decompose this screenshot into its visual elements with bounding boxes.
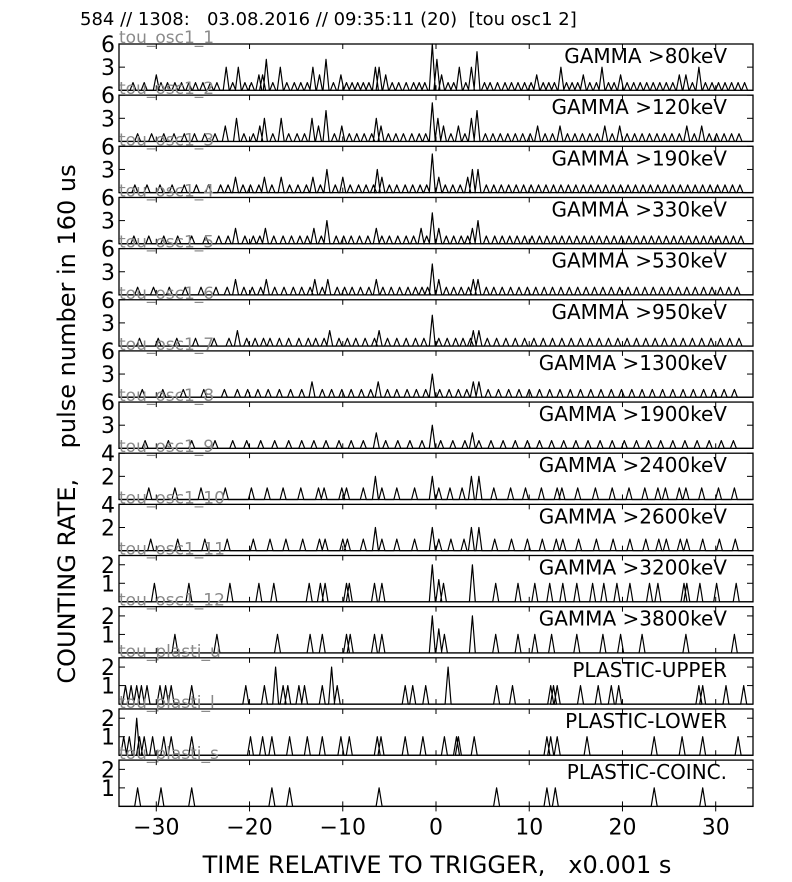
y-tick-label: 1 xyxy=(101,623,115,648)
series-line xyxy=(119,314,753,347)
panel-label: GAMMA >3200keV xyxy=(539,556,728,580)
y-tick-label: 3 xyxy=(101,261,115,286)
panel-label: GAMMA >120keV xyxy=(551,95,727,119)
x-tick-label: 0 xyxy=(429,815,443,840)
series-line xyxy=(119,787,753,807)
y-tick-label: 2 xyxy=(101,605,115,630)
y-tick-label: 2 xyxy=(101,656,115,681)
series-line xyxy=(119,43,753,91)
channel-name: tou_plasti_l xyxy=(119,693,215,713)
y-tick-label: 2 xyxy=(101,554,115,579)
figure-header: 584 // 1308: 03.08.2016 // 09:35:11 (20)… xyxy=(80,9,577,30)
y-tick-label: 2 xyxy=(101,465,115,490)
series-line xyxy=(119,424,753,449)
channel-name: tou_osc1_3 xyxy=(119,130,214,150)
y-tick-label: 3 xyxy=(101,363,115,388)
panel-label: PLASTIC-COINC. xyxy=(567,760,727,784)
y-tick-label: 6 xyxy=(101,238,115,263)
y-tick-label: 4 xyxy=(101,493,115,518)
y-tick-label: 3 xyxy=(101,56,115,81)
series-line xyxy=(119,153,753,194)
panel-label: GAMMA >330keV xyxy=(551,197,727,221)
y-tick-label: 3 xyxy=(101,210,115,235)
panel-label: GAMMA >190keV xyxy=(551,146,727,170)
y-tick-label: 3 xyxy=(101,312,115,337)
y-tick-label: 6 xyxy=(101,340,115,365)
y-tick-label: 3 xyxy=(101,107,115,132)
y-tick-label: 6 xyxy=(101,186,115,211)
series-line xyxy=(119,666,753,705)
x-tick-label: −10 xyxy=(320,815,366,840)
channel-name: tou_osc1_6 xyxy=(119,284,214,304)
channel-name: tou_osc1_8 xyxy=(119,386,214,406)
series-line xyxy=(119,373,753,398)
channel-name: tou_osc1_2 xyxy=(119,79,214,99)
channel-name: tou_osc1_9 xyxy=(119,437,214,457)
y-tick-label: 6 xyxy=(101,391,115,416)
channel-name: tou_plasti_u xyxy=(119,642,221,662)
y-tick-label: 1 xyxy=(101,675,115,700)
panel-label: GAMMA >530keV xyxy=(551,249,727,273)
panel-label: GAMMA >2400keV xyxy=(539,453,728,477)
series-line xyxy=(119,263,753,296)
panel-label: PLASTIC-LOWER xyxy=(565,709,727,733)
series-line xyxy=(119,717,753,756)
channel-name: tou_osc1_12 xyxy=(119,591,225,611)
panel-label: GAMMA >3800keV xyxy=(539,607,728,631)
panel-label: GAMMA >950keV xyxy=(551,300,727,324)
panel-label: PLASTIC-UPPER xyxy=(572,658,727,682)
y-tick-label: 1 xyxy=(101,777,115,802)
y-tick-label: 1 xyxy=(101,726,115,751)
channel-name: tou_plasti_s xyxy=(119,744,219,764)
y-tick-label: 4 xyxy=(101,442,115,467)
y-tick-label: 1 xyxy=(101,572,115,597)
channel-name: tou_osc1_1 xyxy=(119,28,214,48)
x-tick-label: −20 xyxy=(226,815,272,840)
y-tick-label: 3 xyxy=(101,414,115,439)
x-axis-label: TIME RELATIVE TO TRIGGER, x0.001 s xyxy=(202,851,672,879)
series-line xyxy=(119,564,753,603)
channel-name: tou_osc1_7 xyxy=(119,335,214,355)
x-tick-label: 10 xyxy=(515,815,543,840)
y-tick-label: 6 xyxy=(101,33,115,58)
channel-name: tou_osc1_5 xyxy=(119,233,214,253)
panel-label: GAMMA >2600keV xyxy=(539,504,728,528)
y-tick-label: 3 xyxy=(101,158,115,183)
y-tick-label: 2 xyxy=(101,517,115,542)
y-tick-label: 6 xyxy=(101,84,115,109)
panel-label: GAMMA >80keV xyxy=(564,44,727,68)
x-tick-label: −30 xyxy=(133,815,179,840)
series-line xyxy=(119,475,753,501)
series-line xyxy=(119,212,753,245)
y-tick-label: 2 xyxy=(101,758,115,783)
series-line xyxy=(119,102,753,143)
y-tick-label: 6 xyxy=(101,135,115,160)
y-tick-label: 6 xyxy=(101,289,115,314)
x-tick-label: 30 xyxy=(702,815,730,840)
series-line xyxy=(119,526,753,552)
channel-name: tou_osc1_11 xyxy=(119,540,225,560)
panel-label: GAMMA >1300keV xyxy=(539,351,728,375)
series-line xyxy=(119,615,753,654)
channel-name: tou_osc1_10 xyxy=(119,488,225,508)
panel-label: GAMMA >1900keV xyxy=(539,402,728,426)
channel-name: tou_osc1_4 xyxy=(119,181,214,201)
x-tick-label: 20 xyxy=(608,815,636,840)
y-tick-label: 2 xyxy=(101,707,115,732)
